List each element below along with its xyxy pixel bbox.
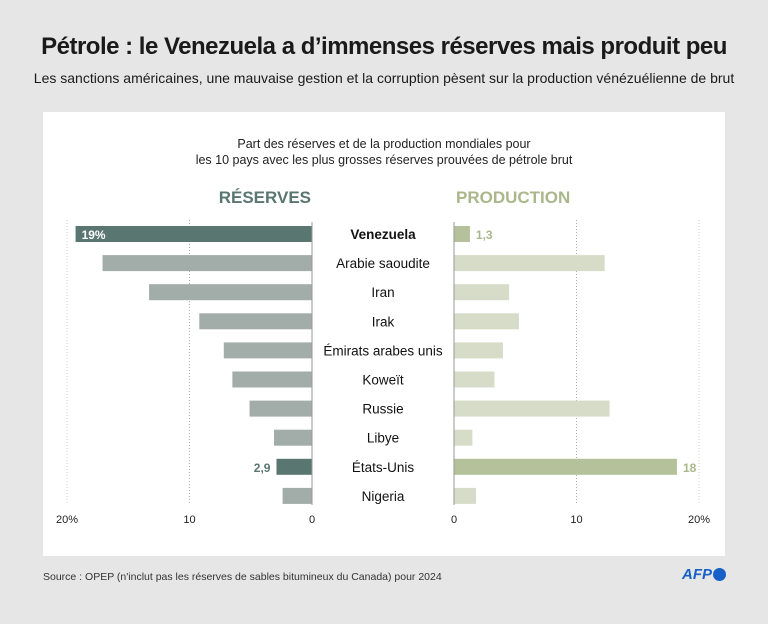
category-label: Koweït <box>362 373 404 388</box>
afp-logo-dot <box>713 568 726 581</box>
category-label: Iran <box>371 285 394 300</box>
production-data-label: 1,3 <box>476 228 493 242</box>
reserves-data-label: 2,9 <box>254 461 271 475</box>
reserves-bar <box>282 487 312 504</box>
production-bar <box>454 284 510 301</box>
category-label: Venezuela <box>350 227 416 242</box>
production-bar <box>454 255 605 272</box>
reserves-tick-label: 0 <box>309 514 315 526</box>
production-bar <box>454 487 477 504</box>
chart-title-line: les 10 pays avec les plus grosses réserv… <box>196 153 573 167</box>
page-title: Pétrole : le Venezuela a d’immenses rése… <box>41 33 727 60</box>
category-label: États-Unis <box>352 460 415 475</box>
category-label: Arabie saoudite <box>336 256 430 271</box>
category-label: Libye <box>367 431 399 446</box>
production-bar <box>454 400 610 417</box>
chart-title-line: Part des réserves et de la production mo… <box>237 137 530 151</box>
production-bar <box>454 342 503 359</box>
reserves-bar <box>149 284 312 301</box>
production-bar <box>454 458 677 475</box>
reserves-bar <box>232 371 312 388</box>
production-bar <box>454 313 519 330</box>
production-data-label: 18 <box>683 461 697 475</box>
reserves-bar <box>75 226 312 242</box>
reserves-bar <box>274 429 312 446</box>
reserves-bar <box>223 342 312 359</box>
reserves-bar <box>249 400 312 417</box>
production-tick-label: 20% <box>688 514 710 526</box>
production-bar <box>454 226 470 242</box>
chart-panel <box>43 112 725 556</box>
category-label: Irak <box>372 314 395 329</box>
category-label: Nigeria <box>362 489 405 504</box>
reserves-bar <box>102 255 313 272</box>
reserves-data-label: 19% <box>82 228 106 242</box>
production-header: PRODUCTION <box>456 188 570 207</box>
reserves-bar <box>276 458 312 475</box>
reserves-bar <box>199 313 312 330</box>
production-tick-label: 0 <box>451 514 457 526</box>
production-bar <box>454 429 473 446</box>
page-subtitle: Les sanctions américaines, une mauvaise … <box>33 70 735 86</box>
reserves-header: RÉSERVES <box>219 188 311 207</box>
production-tick-label: 10 <box>570 514 582 526</box>
source-note: Source : OPEP (n'inclut pas les réserves… <box>43 571 442 583</box>
category-label: Émirats arabes unis <box>323 343 443 358</box>
afp-logo: AFP <box>682 566 726 583</box>
reserves-tick-label: 20% <box>56 514 78 526</box>
category-label: Russie <box>362 402 403 417</box>
reserves-tick-label: 10 <box>183 514 195 526</box>
production-bar <box>454 371 495 388</box>
